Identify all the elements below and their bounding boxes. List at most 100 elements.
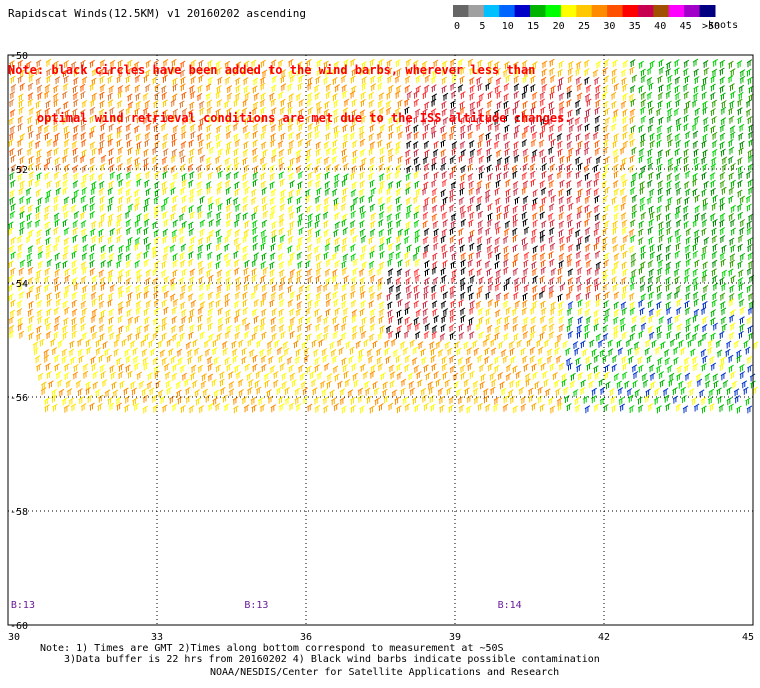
wind-barb (626, 388, 633, 396)
wind-barb (289, 157, 295, 166)
wind-barb (503, 283, 509, 291)
wind-barb (205, 83, 212, 92)
wind-barb (477, 307, 484, 316)
wind-barb (152, 277, 159, 286)
wind-barb (562, 340, 569, 349)
wind-barb (530, 117, 536, 125)
wind-barb (549, 58, 555, 67)
wind-barb (133, 125, 140, 134)
wind-barb (558, 301, 564, 310)
wind-barb (63, 60, 69, 68)
wind-barb (151, 155, 158, 164)
wind-barb (711, 259, 718, 268)
wind-barb (496, 90, 502, 99)
wind-barb (542, 370, 548, 379)
wind-barb (539, 91, 546, 100)
wind-barb (269, 117, 276, 126)
wind-barb (145, 59, 151, 68)
wind-barb (495, 149, 502, 158)
wind-barb (323, 325, 330, 333)
wind-barb (234, 331, 241, 340)
wind-barb (289, 291, 296, 299)
wind-barb (233, 148, 239, 157)
wind-barb (620, 243, 626, 252)
wind-barb (118, 195, 124, 204)
wind-barb (469, 275, 476, 284)
wind-barb (682, 83, 689, 92)
wind-barb (440, 324, 446, 332)
wind-barb (81, 76, 88, 85)
wind-barb (369, 228, 376, 237)
wind-barb (197, 260, 204, 269)
wind-barb (224, 60, 231, 69)
wind-barb (234, 181, 240, 190)
wind-barb (287, 100, 293, 109)
wind-barb (423, 291, 429, 300)
wind-barb (91, 147, 97, 156)
wind-barb (558, 260, 564, 269)
wind-barb (361, 61, 367, 69)
wind-barb (207, 291, 214, 300)
wind-barb (521, 355, 528, 364)
wind-barb (378, 315, 384, 324)
wind-barb (548, 235, 554, 244)
wind-barb (629, 66, 635, 75)
wind-barb (225, 219, 232, 228)
wind-barb (395, 164, 402, 173)
legend-swatch (545, 5, 562, 17)
wind-barb (248, 379, 254, 388)
wind-barb (746, 203, 752, 212)
wind-barb (421, 187, 428, 196)
wind-barb (504, 141, 510, 149)
wind-barb (570, 372, 576, 381)
wind-barb (495, 67, 501, 76)
wind-barb (622, 60, 629, 68)
wind-barb (284, 396, 291, 405)
wind-barb (468, 331, 475, 340)
wind-barb (711, 227, 717, 236)
wind-barb (728, 60, 734, 69)
wind-barb (404, 251, 410, 260)
wind-barb (683, 114, 689, 123)
wind-barb (430, 347, 436, 356)
wind-barb (403, 236, 410, 244)
wind-barb (467, 284, 473, 293)
lat-tick-label: -60 (10, 621, 28, 632)
wind-barb (424, 323, 431, 332)
wind-barb (575, 107, 582, 116)
wind-barb (683, 68, 689, 76)
wind-barb (91, 298, 97, 307)
wind-barb (644, 347, 651, 356)
wind-barb (188, 228, 195, 237)
wind-barb (665, 212, 671, 221)
wind-barb (585, 300, 591, 309)
wind-barb (144, 197, 150, 206)
wind-barb (469, 84, 475, 93)
wind-barb (694, 76, 700, 84)
wind-barb (548, 203, 555, 212)
wind-barb (621, 291, 627, 300)
wind-barb (728, 146, 735, 155)
wind-barb (295, 93, 302, 101)
wind-barb (621, 371, 628, 380)
wind-barb (153, 196, 160, 205)
wind-barb (745, 195, 752, 204)
wind-barb (691, 99, 698, 108)
wind-barb (395, 234, 402, 243)
wind-barb (221, 340, 228, 349)
wind-barb (399, 341, 406, 350)
wind-barb (640, 75, 647, 83)
wind-barb (64, 363, 70, 372)
wind-barb (36, 148, 42, 157)
wind-barb (214, 155, 221, 164)
wind-barb (702, 316, 708, 325)
wind-barb (460, 218, 467, 227)
wind-barb (246, 372, 252, 381)
wind-barb (554, 340, 560, 349)
wind-barb (594, 106, 600, 115)
wind-barb (306, 67, 313, 76)
legend-swatch (576, 5, 593, 17)
wind-barb (130, 381, 136, 389)
wind-barb (518, 386, 525, 395)
wind-barb (331, 355, 338, 364)
